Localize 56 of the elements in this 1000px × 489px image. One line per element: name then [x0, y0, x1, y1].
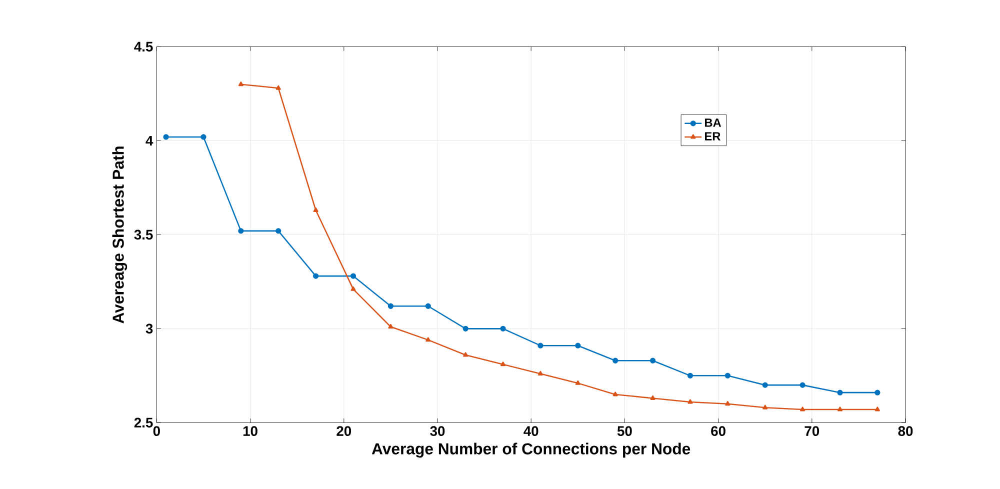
- point: [200, 134, 206, 140]
- y-tick-label: 3: [146, 324, 153, 334]
- x-tick-label: 80: [898, 426, 913, 436]
- point: [313, 207, 318, 212]
- point: [276, 228, 282, 234]
- point: [538, 370, 543, 376]
- x-tick-label: 70: [804, 426, 820, 436]
- y-tick-label: 2.5: [134, 418, 153, 428]
- y-tick-label: 4.5: [134, 42, 153, 52]
- point: [463, 352, 468, 357]
- point: [462, 326, 468, 332]
- point: [350, 286, 356, 291]
- point: [388, 303, 394, 309]
- legend-label: ER: [705, 132, 720, 140]
- point: [612, 358, 618, 364]
- y-tick-label: 3.5: [134, 230, 153, 240]
- x-axis-title: Average Number of Connections per Node: [372, 442, 690, 458]
- point: [238, 81, 244, 86]
- x-tick-label: 30: [430, 426, 445, 436]
- point: [837, 406, 843, 412]
- point: [612, 391, 618, 396]
- point: [538, 342, 544, 348]
- point: [312, 273, 319, 279]
- x-tick-label: 50: [617, 426, 632, 436]
- point: [575, 342, 581, 348]
- point: [725, 400, 730, 406]
- legend-label: BA: [705, 118, 722, 127]
- y-axis-title: Avereage Shortest Path: [112, 146, 128, 324]
- point: [762, 382, 768, 388]
- point: [800, 382, 806, 388]
- point: [575, 380, 580, 385]
- y-tick-label: 4: [146, 136, 154, 146]
- point: [500, 326, 506, 332]
- point: [426, 336, 431, 342]
- point: [874, 406, 880, 412]
- point: [688, 399, 693, 404]
- point: [650, 395, 656, 400]
- point: [837, 390, 843, 396]
- point: [163, 134, 169, 140]
- point: [276, 85, 281, 90]
- point: [800, 406, 806, 412]
- x-tick-label: 20: [336, 426, 352, 436]
- point: [388, 324, 394, 328]
- x-tick-label: 0: [153, 426, 160, 436]
- point: [650, 358, 656, 364]
- point: [238, 228, 244, 234]
- x-tick-label: 60: [711, 426, 726, 436]
- point: [687, 372, 694, 378]
- point: [874, 390, 880, 396]
- point: [724, 372, 730, 378]
- point: [500, 361, 506, 366]
- x-tick-label: 40: [524, 426, 538, 436]
- point: [762, 404, 768, 410]
- point: [350, 273, 356, 279]
- x-tick-label: 10: [243, 426, 258, 436]
- point: [425, 303, 431, 309]
